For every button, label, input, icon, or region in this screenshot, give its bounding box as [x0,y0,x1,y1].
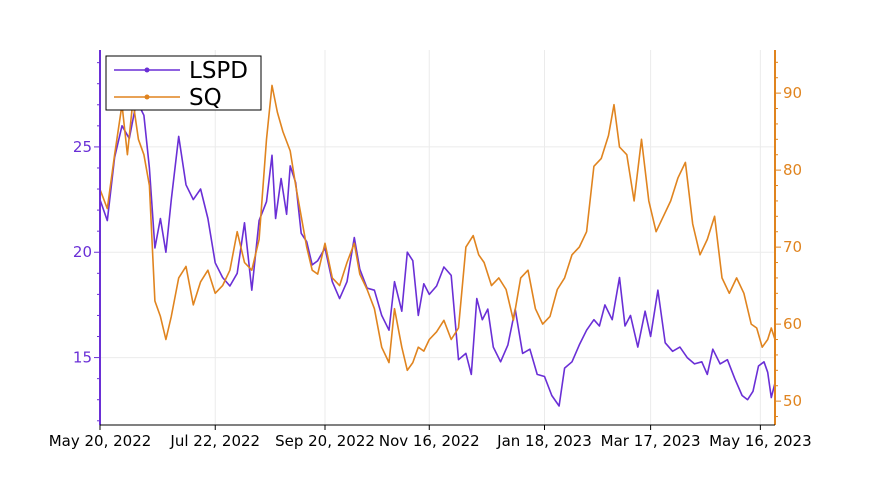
x-tick-label: Sep 20, 2022 [275,432,375,450]
y-right-tick-label: 60 [783,315,802,333]
y-right-tick-label: 70 [783,238,802,256]
y-right-tick-label: 50 [783,392,802,410]
series-line-sq [99,84,776,372]
legend-label-sq: SQ [189,85,222,111]
x-tick-label: May 16, 2023 [709,432,812,450]
y-left-tick-label: 20 [73,243,92,261]
series-layer [99,84,776,407]
x-tick-label: Mar 17, 2023 [601,432,701,450]
y-left-tick-label: 25 [73,138,92,156]
x-tick-label: May 20, 2022 [49,432,152,450]
x-tick-label: Nov 16, 2022 [379,432,480,450]
series-line-lspd [99,99,776,407]
legend-box [105,55,262,111]
y-left-tick-label: 15 [73,349,92,367]
x-tick-label: Jul 22, 2022 [169,432,260,450]
x-tick-label: Jan 18, 2023 [496,432,592,450]
legend-label-lspd: LSPD [189,58,248,84]
legend-marker-sq [144,94,150,100]
y-right-tick-label: 80 [783,161,802,179]
y-right-tick-label: 90 [783,84,802,102]
gridlines [99,50,775,425]
axes: May 20, 2022 Jul 22, 2022 Sep 20, 2022 Nov … [49,50,812,450]
legend-marker-lspd [144,67,150,73]
